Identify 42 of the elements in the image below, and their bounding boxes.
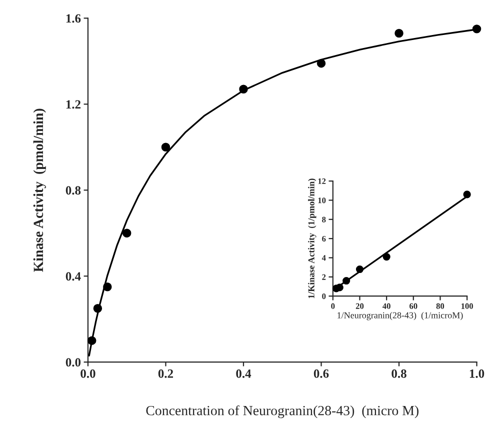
y-tick-label: 1.6 xyxy=(66,14,81,23)
y-tick-label: 0.4 xyxy=(66,272,81,281)
point xyxy=(122,228,132,238)
point xyxy=(336,284,344,292)
point xyxy=(87,336,96,345)
x-tick-label: 40 xyxy=(382,303,390,309)
x-tick-label: 20 xyxy=(356,303,364,309)
point xyxy=(463,190,471,198)
y-tick-label: 0 xyxy=(322,293,326,300)
point xyxy=(239,84,248,94)
point xyxy=(103,282,112,292)
point xyxy=(472,24,482,34)
x-tick-label: 0 xyxy=(331,303,335,309)
x-axis-title: Concentration of Neurogranin(28-43) (micro M) xyxy=(146,405,418,418)
x-tick-label: 0.4 xyxy=(236,369,252,378)
y-axis-title: Kinase Activity (pmol/min) xyxy=(33,108,46,272)
x-tick-label: 0.2 xyxy=(158,369,173,378)
y-tick-label: 2 xyxy=(322,274,326,280)
y-axis-title: 1/Kinase Activity (1/pmol/min) xyxy=(308,178,316,298)
y-tick-label: 1.2 xyxy=(66,100,80,109)
x-tick-label: 100 xyxy=(461,303,473,309)
point xyxy=(161,142,170,152)
x-tick-label: 80 xyxy=(436,303,444,309)
point xyxy=(316,58,326,68)
y-tick-label: 8 xyxy=(322,216,326,222)
x-tick-label: 0.0 xyxy=(80,369,96,378)
x-tick-label: 0.8 xyxy=(392,369,406,378)
y-tick-label: 12 xyxy=(318,178,326,184)
x-tick-label: 60 xyxy=(410,303,418,309)
point xyxy=(394,28,404,38)
x-tick-label: 0.6 xyxy=(314,369,329,378)
y-tick-label: 0.8 xyxy=(66,186,81,195)
point xyxy=(93,304,102,313)
x-tick-label: 1.0 xyxy=(470,369,484,378)
y-tick-label: 6 xyxy=(322,236,326,242)
y-tick-label: 4 xyxy=(322,255,326,261)
x-axis-title: 1/Neurogranin(28-43) (1/microM) xyxy=(338,312,463,320)
point xyxy=(382,252,390,261)
point xyxy=(342,276,350,285)
y-tick-label: 10 xyxy=(318,198,326,204)
y-tick-label: 0.0 xyxy=(66,358,81,367)
point xyxy=(356,265,364,274)
